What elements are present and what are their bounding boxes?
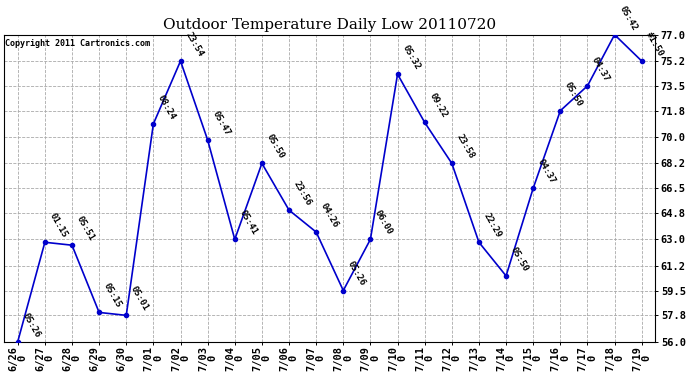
Text: 22:29: 22:29 [482, 212, 503, 240]
Text: 05:26: 05:26 [346, 260, 367, 288]
Text: 23:54: 23:54 [184, 30, 204, 58]
Text: 01:15: 01:15 [48, 212, 69, 240]
Text: #1:50: #1:50 [644, 30, 666, 58]
Text: 05:41: 05:41 [237, 209, 259, 237]
Text: 04:37: 04:37 [590, 56, 611, 83]
Text: 23:56: 23:56 [292, 180, 313, 207]
Text: 05:01: 05:01 [129, 285, 150, 313]
Text: 09:22: 09:22 [427, 92, 449, 120]
Text: 04:37: 04:37 [536, 158, 558, 185]
Text: 05:50: 05:50 [563, 80, 584, 108]
Text: 04:26: 04:26 [319, 201, 340, 229]
Text: 05:50: 05:50 [509, 245, 530, 273]
Text: Copyright 2011 Cartronics.com: Copyright 2011 Cartronics.com [6, 39, 150, 48]
Text: 05:32: 05:32 [400, 44, 422, 71]
Text: 05:47: 05:47 [210, 110, 232, 137]
Title: Outdoor Temperature Daily Low 20110720: Outdoor Temperature Daily Low 20110720 [163, 18, 496, 32]
Text: 06:00: 06:00 [373, 209, 395, 237]
Text: 23:58: 23:58 [455, 133, 476, 160]
Text: 05:50: 05:50 [265, 133, 286, 160]
Text: 05:51: 05:51 [75, 214, 96, 242]
Text: 05:26: 05:26 [21, 311, 41, 339]
Text: 05:15: 05:15 [102, 282, 123, 310]
Text: 08:24: 08:24 [156, 93, 177, 121]
Text: 05:42: 05:42 [618, 4, 638, 32]
